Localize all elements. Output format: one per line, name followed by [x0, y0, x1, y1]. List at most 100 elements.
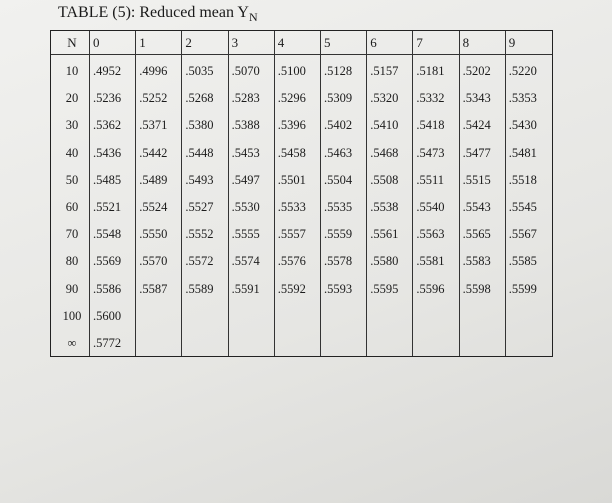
table-cell: .5504 [324, 172, 353, 187]
table-cell: .5524 [139, 200, 168, 215]
column-divider [504, 31, 506, 356]
column-header: 7 [416, 34, 423, 50]
table-cell: .5535 [324, 200, 353, 215]
table-cell: .5388 [231, 118, 260, 133]
column-divider [320, 31, 321, 356]
row-header: 60 [65, 200, 79, 215]
table-cell: .5430 [508, 118, 537, 133]
table-cell: .5283 [231, 91, 260, 106]
column-header: 8 [462, 34, 470, 50]
table-cell: .5565 [462, 227, 491, 242]
table-cell: .5599 [508, 281, 537, 296]
table-cell: .5497 [231, 172, 260, 187]
table-cell: .5252 [139, 91, 168, 106]
table-cell: .5418 [416, 118, 445, 133]
table-cell: .5521 [93, 200, 122, 215]
column-divider [366, 31, 368, 356]
table-cell: .5587 [139, 281, 168, 296]
title-subscript: N [248, 10, 258, 25]
table-cell: .5296 [277, 91, 306, 106]
row-header: 100 [62, 308, 82, 323]
table-cell: .5220 [508, 64, 537, 79]
table-cell: .5473 [416, 145, 445, 160]
column-divider [89, 31, 90, 356]
table-title: TABLE (5): Reduced mean YN [58, 4, 258, 25]
table-cell: .5157 [370, 64, 399, 79]
row-header: 40 [65, 145, 79, 160]
table-cell: .5561 [370, 227, 399, 242]
table-cell: .5442 [139, 145, 168, 160]
row-header: 90 [65, 281, 79, 296]
table-cell: .5585 [508, 254, 537, 269]
table-cell: .5555 [231, 227, 260, 242]
column-header: 0 [93, 34, 100, 50]
table-cell: .5493 [185, 172, 214, 187]
table-cell: .5593 [324, 281, 353, 296]
column-header: 3 [231, 34, 239, 50]
table-cell: .5538 [370, 200, 399, 215]
table-cell: .5489 [139, 172, 168, 187]
table-cell: .5236 [93, 91, 122, 106]
table-cell: .5576 [277, 254, 306, 269]
table-cell: .5485 [93, 172, 122, 187]
table-cell: .5545 [508, 200, 537, 215]
table-cell: .5463 [324, 145, 353, 160]
table-cell: .5320 [370, 91, 399, 106]
table-cell: .5100 [277, 64, 306, 79]
table-cell: .5533 [277, 200, 306, 215]
table-cell: .5540 [416, 200, 445, 215]
row-header: 30 [65, 118, 79, 133]
table-cell: .5581 [416, 254, 445, 269]
table-cell: .5518 [508, 172, 537, 187]
row-header: 20 [65, 91, 79, 106]
table-cell: .5527 [185, 200, 214, 215]
table-cell: .5589 [185, 281, 214, 296]
table-cell: .5543 [462, 200, 491, 215]
row-header: ∞ [67, 336, 77, 351]
title-text: TABLE (5): Reduced mean Y [58, 4, 249, 21]
table-cell: .5128 [324, 64, 353, 79]
table-cell: .5402 [324, 118, 353, 133]
row-header: 80 [65, 254, 79, 269]
column-header: 4 [277, 34, 285, 50]
table-cell: .5550 [139, 227, 168, 242]
header-divider [51, 54, 552, 55]
table-cell: .5567 [508, 227, 537, 242]
table-cell: .5410 [370, 118, 399, 133]
column-header: 1 [139, 34, 146, 50]
table-cell: .5557 [277, 227, 306, 242]
table-cell: .5570 [139, 254, 168, 269]
table-cell: .5569 [93, 254, 122, 269]
table-cell: .5572 [185, 254, 214, 269]
table-cell: .5468 [370, 145, 399, 160]
table-cell: .5424 [462, 118, 491, 133]
table-cell: .5202 [462, 64, 491, 79]
table-cell: .5596 [416, 281, 445, 296]
table-cell: .5070 [231, 64, 260, 79]
table-cell: .5508 [370, 172, 399, 187]
table-cell: .5481 [508, 145, 537, 160]
table-cell: .5772 [93, 336, 122, 351]
table-cell: .5583 [462, 254, 491, 269]
table-cell: .5436 [93, 145, 122, 160]
table-cell: .5501 [277, 172, 306, 187]
table-cell: .5343 [462, 91, 491, 106]
table-cell: .5511 [416, 172, 445, 187]
table-cell: .4996 [139, 64, 168, 79]
row-header: 50 [65, 172, 79, 187]
column-divider [458, 31, 460, 356]
table-cell: .5578 [324, 254, 353, 269]
table-cell: .5380 [185, 118, 214, 133]
column-divider [273, 31, 275, 356]
table-cell: .5458 [277, 145, 306, 160]
table-cell: .5552 [185, 227, 214, 242]
table: N 0 1 2 3 4 5 6 7 8 9 10 .4952 .4996 .5035 .5070 .5100 .5… [50, 30, 553, 357]
column-divider [227, 31, 229, 356]
table-cell: .5595 [370, 281, 399, 296]
column-header: N [67, 34, 77, 50]
table-cell: .5181 [416, 64, 445, 79]
table-cell: .5580 [370, 254, 399, 269]
table-cell: .5586 [93, 281, 122, 296]
column-header: 9 [508, 34, 516, 50]
